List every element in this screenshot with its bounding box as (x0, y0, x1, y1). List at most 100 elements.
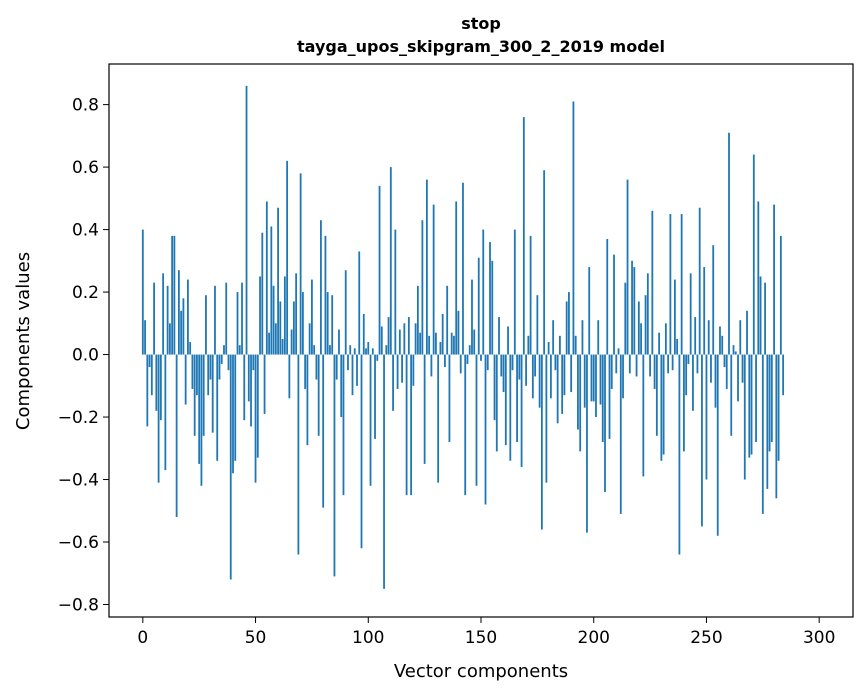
bar (425, 179, 428, 355)
bar (416, 285, 419, 355)
bar (241, 282, 243, 355)
bar (187, 279, 189, 355)
bar (723, 354, 726, 368)
bar (159, 354, 162, 421)
bar (207, 354, 210, 396)
bar (556, 354, 559, 424)
bar (225, 282, 228, 355)
bar (601, 354, 604, 443)
bar (353, 348, 356, 355)
bar (608, 354, 611, 439)
bar (223, 345, 225, 355)
bar (561, 354, 564, 414)
bar (182, 298, 185, 355)
bar (232, 354, 234, 474)
bar (340, 354, 343, 418)
y-tick-label: −0.6 (58, 533, 99, 553)
bar (619, 354, 622, 514)
bar (331, 295, 334, 355)
bar (626, 179, 629, 355)
bar (471, 279, 473, 355)
bar (502, 354, 505, 393)
bar (624, 282, 627, 355)
bar (180, 310, 183, 355)
bar (586, 354, 588, 533)
bar (405, 354, 408, 496)
bar (635, 354, 638, 377)
bar (155, 354, 158, 411)
bar (732, 345, 735, 355)
bar (196, 354, 198, 396)
bar (272, 285, 275, 355)
x-tick-label: 50 (245, 628, 267, 648)
bar (755, 354, 757, 443)
bar (554, 354, 557, 371)
bar (683, 354, 685, 452)
bar (588, 267, 591, 355)
bar (189, 342, 192, 355)
x-axis: 0 50 100 150 200 250 300 (137, 617, 835, 648)
bar (371, 348, 374, 355)
bar (367, 342, 370, 355)
bar (252, 354, 255, 371)
x-tick-label: 150 (465, 628, 497, 648)
bar (746, 310, 748, 355)
bar (247, 354, 250, 402)
bar (712, 245, 715, 355)
bar (306, 354, 309, 446)
bar (175, 354, 178, 518)
bar (441, 313, 444, 355)
bar (200, 354, 203, 486)
bar (701, 354, 703, 527)
bar (714, 354, 717, 408)
bar (329, 345, 331, 355)
bar (509, 354, 512, 461)
bar (214, 285, 216, 355)
bar (229, 354, 232, 580)
bar (743, 354, 746, 480)
bar (615, 354, 618, 374)
bar (568, 292, 570, 355)
bar (256, 354, 259, 458)
x-tick-label: 200 (578, 628, 610, 648)
bar (685, 354, 688, 396)
bar (202, 354, 205, 436)
bar (507, 326, 509, 355)
bar (304, 354, 307, 389)
bar (583, 354, 586, 408)
bar (387, 317, 390, 355)
bar (362, 313, 365, 355)
bar (604, 354, 606, 493)
bar (369, 354, 372, 486)
bar (694, 317, 697, 355)
bar (475, 354, 478, 486)
bar (301, 292, 304, 355)
bar (597, 320, 600, 355)
bar (628, 354, 631, 374)
bar (687, 354, 690, 364)
bar (493, 354, 496, 421)
bar (676, 338, 679, 355)
bar (761, 354, 764, 514)
bar (349, 345, 352, 355)
bar (292, 301, 295, 355)
bar (173, 235, 176, 355)
x-tick-label: 250 (690, 628, 722, 648)
bar (538, 354, 541, 408)
bar (299, 173, 302, 355)
bar (633, 267, 636, 355)
bar (446, 285, 449, 355)
bar (342, 354, 345, 496)
y-tick-label: −0.2 (58, 408, 99, 428)
bar (739, 320, 742, 355)
bar (236, 292, 239, 355)
bar (295, 273, 298, 355)
bar (737, 354, 739, 402)
bar (290, 329, 293, 355)
bar (338, 329, 340, 355)
bar (696, 354, 699, 374)
bar (462, 182, 464, 355)
bar (579, 354, 582, 452)
bar (313, 345, 316, 355)
